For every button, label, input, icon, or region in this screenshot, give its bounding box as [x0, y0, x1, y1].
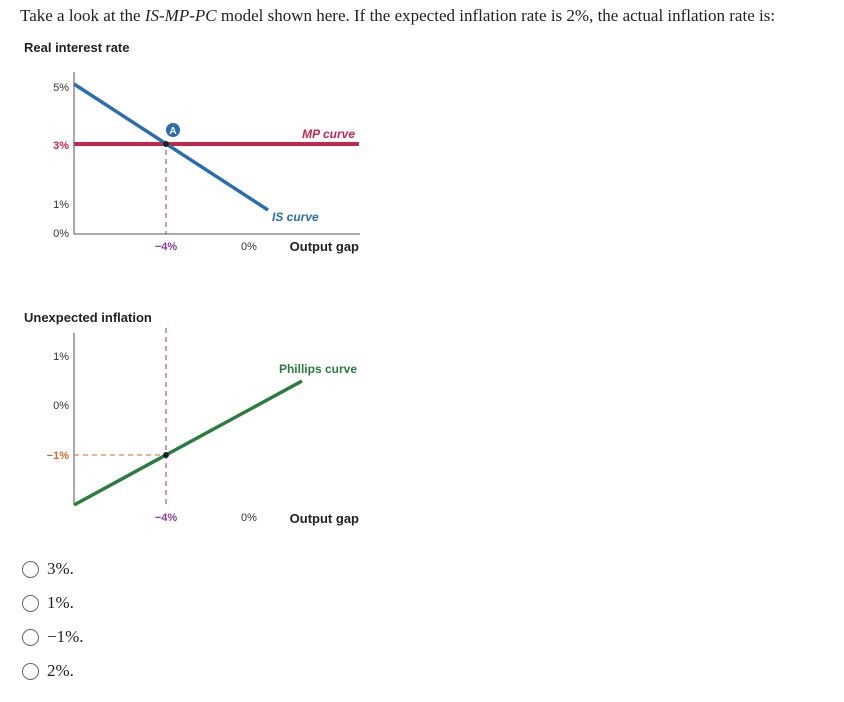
- question-text: Take a look at the IS-MP-PC model shown …: [20, 6, 776, 25]
- radio-button[interactable]: [22, 662, 39, 680]
- bottom-xtick-0: 0%: [241, 512, 257, 524]
- option-3-percent[interactable]: 3%.: [22, 552, 84, 586]
- bottom-ytick-0: 0%: [53, 400, 69, 412]
- top-xtick-0: 0%: [241, 241, 257, 253]
- bottom-ylabel: Unexpected inflation: [24, 310, 152, 325]
- point-a-marker: [166, 123, 180, 137]
- option-label: 1%.: [47, 593, 74, 612]
- radio-button[interactable]: [22, 560, 39, 578]
- radio-button[interactable]: [22, 594, 39, 612]
- bottom-ytick-minus1: −1%: [47, 450, 70, 462]
- top-xlabel: Output gap: [290, 239, 359, 254]
- top-xtick-minus4: −4%: [155, 241, 178, 253]
- option-label: 2%.: [47, 661, 74, 680]
- option-label: −1%.: [47, 627, 84, 646]
- option-1-percent[interactable]: 1%.: [22, 586, 84, 620]
- bottom-xlabel: Output gap: [290, 511, 359, 526]
- option-minus-1-percent[interactable]: −1%.: [22, 620, 84, 654]
- option-label: 3%.: [47, 559, 74, 578]
- option-2-percent[interactable]: 2%.: [22, 654, 84, 688]
- top-ytick-1: 1%: [53, 199, 69, 211]
- top-ytick-3: 3%: [53, 140, 69, 152]
- top-ytick-5: 5%: [53, 82, 69, 94]
- radio-button[interactable]: [22, 628, 39, 646]
- top-ytick-0: 0%: [53, 228, 69, 240]
- is-curve-line: [73, 82, 269, 212]
- top-equilibrium-point: [163, 141, 169, 147]
- phillips-curve-label: Phillips curve: [279, 362, 357, 376]
- phillips-curve-line: [73, 379, 303, 507]
- bottom-equilibrium-point: [163, 452, 169, 458]
- answer-options: 3%. 1%. −1%. 2%.: [22, 552, 84, 688]
- mp-curve-label: MP curve: [302, 127, 355, 141]
- is-curve-label: IS curve: [272, 210, 319, 224]
- top-ylabel: Real interest rate: [24, 40, 130, 55]
- bottom-xtick-minus4: −4%: [155, 512, 178, 524]
- bottom-ytick-1: 1%: [53, 351, 69, 363]
- point-a-label: A: [169, 126, 176, 137]
